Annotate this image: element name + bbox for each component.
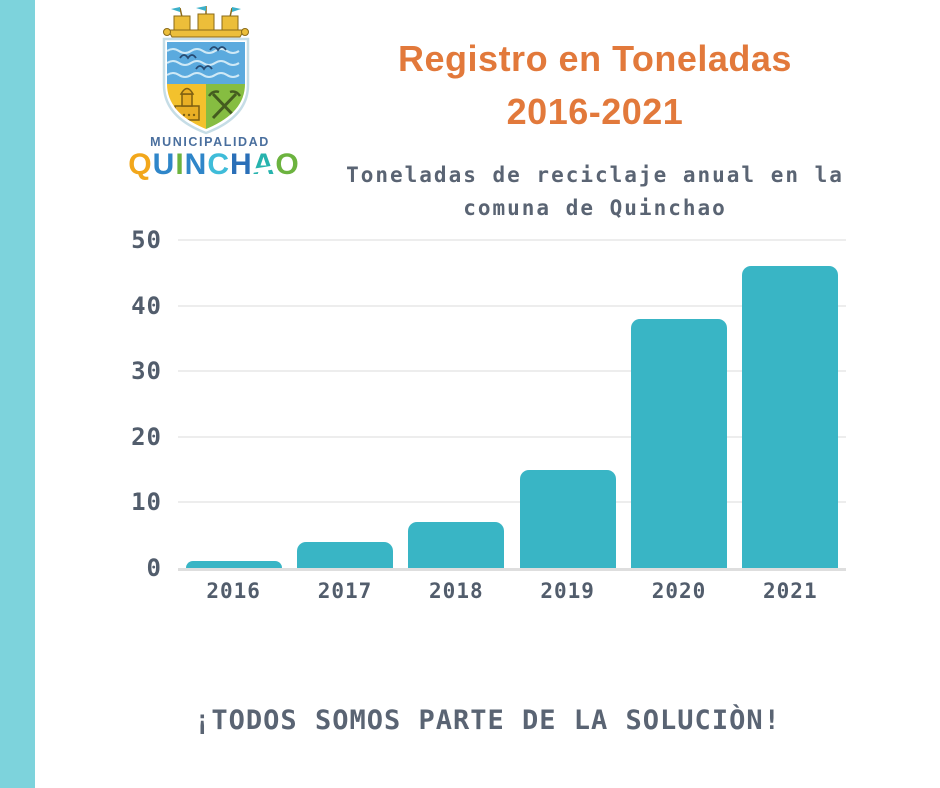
y-tick-label: 10 [131, 488, 162, 517]
bar-slot [178, 240, 289, 568]
slogan: ¡TODOS SOMOS PARTE DE LA SOLUCIÒN! [194, 705, 781, 736]
y-tick-label: 20 [131, 422, 162, 451]
y-tick-label: 30 [131, 357, 162, 386]
gridline [178, 370, 846, 373]
wordmark-letter: U [152, 148, 176, 181]
chart-subtitle-line2: comuna de Quinchao [463, 196, 727, 220]
chart-bars [178, 240, 846, 568]
bar-slot [512, 240, 623, 568]
chart-subtitle-line1: Toneladas de reciclaje anual en la [346, 163, 844, 187]
x-axis-labels: 2016 2017 2018 2019 2020 2021 [178, 579, 846, 603]
bar-2018 [408, 522, 505, 568]
page-title: Registro en Toneladas 2016-2021 [320, 32, 870, 138]
page-title-line1: Registro en Toneladas [398, 38, 792, 79]
bar-2020 [630, 318, 727, 568]
y-tick-label: 40 [131, 291, 162, 320]
x-tick-label: 2017 [317, 579, 373, 603]
bar-slot [735, 240, 846, 568]
gridline [178, 304, 846, 307]
x-tick-label: 2020 [651, 579, 707, 603]
wordmark-letter: I [175, 148, 185, 181]
left-accent-strip [0, 0, 35, 788]
wordmark-letter: O [275, 148, 300, 181]
logo-wordmark: QUINCHAO [119, 148, 309, 182]
y-axis-labels: 0 10 20 30 40 50 [92, 226, 162, 582]
wordmark-letter: Q [128, 148, 153, 181]
bar-2017 [296, 541, 393, 568]
chart-subtitle: Toneladas de reciclaje anual en la comun… [300, 159, 890, 225]
bar-2019 [519, 469, 616, 568]
x-tick-label: 2018 [429, 579, 484, 603]
logo-org-line: MUNICIPALIDAD [150, 135, 270, 149]
x-tick-label: 2019 [540, 579, 595, 603]
y-tick-label: 50 [131, 226, 162, 254]
bar-2021 [742, 266, 839, 568]
gridline [178, 501, 846, 504]
bar-slot [401, 240, 512, 568]
page-title-line2: 2016-2021 [506, 91, 684, 132]
x-axis-baseline [178, 568, 846, 571]
wordmark-letter: A [252, 148, 276, 181]
wordmark-letter: C [207, 148, 230, 181]
wordmark-letter: H [230, 148, 253, 181]
bar-2016 [185, 561, 282, 568]
quinchao-crest-icon [162, 6, 250, 135]
wordmark-letter: N [184, 148, 208, 181]
gridline [178, 435, 846, 438]
bar-chart [178, 239, 846, 568]
x-tick-label: 2016 [206, 579, 261, 603]
bar-slot [289, 240, 400, 568]
x-tick-label: 2021 [763, 579, 818, 603]
y-tick-label: 0 [146, 554, 162, 582]
bar-slot [623, 240, 734, 568]
gridline [178, 239, 846, 241]
